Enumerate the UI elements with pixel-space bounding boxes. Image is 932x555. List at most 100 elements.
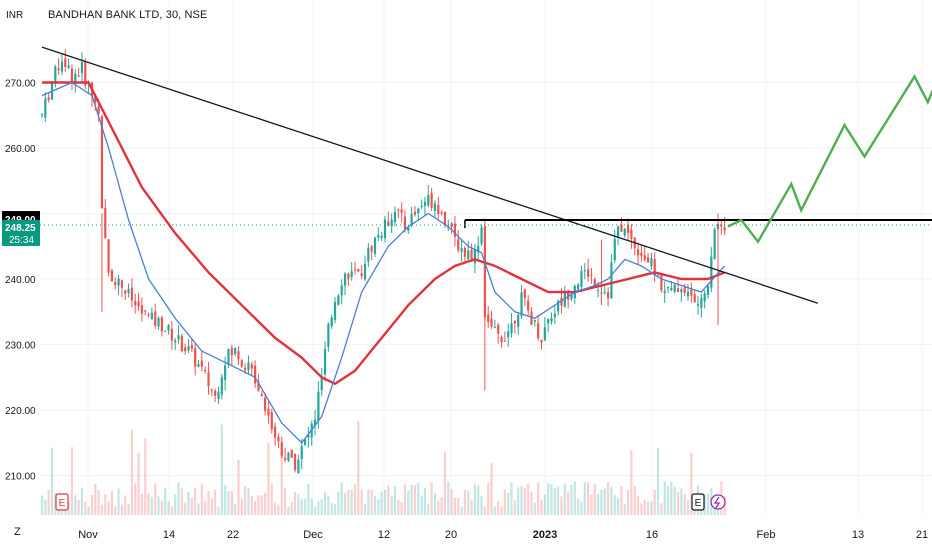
candle-body <box>257 381 260 391</box>
symbol-title[interactable]: BANDHAN BANK LTD, 30, NSE <box>48 9 208 21</box>
candle-body <box>333 302 337 320</box>
candle-body <box>616 226 620 237</box>
candle-body <box>686 291 690 297</box>
candle-body <box>646 257 650 263</box>
candle-body <box>167 325 170 331</box>
candlestick-series[interactable] <box>40 49 726 475</box>
candle-body <box>180 335 183 352</box>
candle-body <box>567 291 570 300</box>
candle-body <box>270 412 273 430</box>
timezone-button[interactable]: Z <box>14 526 21 538</box>
candle-body <box>127 288 130 294</box>
volume-bar <box>74 495 77 515</box>
candle-body <box>597 290 600 292</box>
candle-body <box>523 289 526 299</box>
candle-body <box>317 391 320 421</box>
projection-path <box>727 74 932 244</box>
candle-body <box>44 98 47 118</box>
volume-bar <box>244 485 247 515</box>
candle-body <box>700 297 703 308</box>
candle-body <box>503 340 506 342</box>
volume-bar <box>254 501 257 515</box>
volume-bar <box>490 463 493 515</box>
volume-bar <box>264 492 267 515</box>
candle-body <box>240 360 243 367</box>
volume-bar <box>650 501 653 515</box>
volume-bar <box>100 504 104 515</box>
candle-body <box>97 106 100 115</box>
volume-bar <box>666 485 670 515</box>
candle-body <box>107 239 110 273</box>
candle-body <box>397 209 400 211</box>
volume-bar <box>633 485 636 515</box>
candle-body <box>274 426 277 438</box>
volume-bar <box>200 484 203 515</box>
candle-body <box>360 273 363 277</box>
candle-body <box>693 294 696 303</box>
volume-bar <box>174 494 177 515</box>
time-axis[interactable]: Nov 14 22 Dec 12 20 2023 16 Feb 13 21 <box>78 529 928 541</box>
candle-body <box>230 347 233 356</box>
earnings-marker <box>55 493 69 511</box>
candle-body <box>420 205 423 207</box>
volume-bar <box>187 491 190 515</box>
volume-bar <box>636 495 640 515</box>
volume-bar <box>607 481 610 515</box>
volume-bar <box>224 484 227 515</box>
volume-bar <box>480 495 483 515</box>
drawing-tools[interactable] <box>40 38 932 304</box>
candle-body <box>210 389 213 391</box>
candle-body <box>77 75 80 77</box>
volume-bar <box>144 438 147 515</box>
candle-body <box>207 372 210 387</box>
candle-body <box>610 262 613 299</box>
volume-bar <box>540 499 543 515</box>
moving-averages[interactable] <box>41 81 726 444</box>
volume-bar <box>353 484 357 515</box>
candle-body <box>54 66 57 84</box>
volume-bar <box>317 501 320 515</box>
volume-bar <box>134 483 137 515</box>
volume-bar <box>383 489 387 515</box>
candle-body <box>267 408 270 416</box>
volume-bar <box>367 489 370 515</box>
volume-bar <box>250 495 253 515</box>
price-axis[interactable]: 270.00260.00240.00230.00220.00210.00249.… <box>2 79 40 483</box>
candle-body <box>164 330 167 332</box>
volume-bar <box>690 452 693 515</box>
volume-bar <box>453 497 457 515</box>
volume-bar <box>680 488 683 515</box>
candle-body <box>696 304 700 306</box>
volume-bar <box>410 484 413 515</box>
candle-body <box>347 273 350 280</box>
candle-body <box>583 270 586 272</box>
candle-body <box>350 271 353 277</box>
volume-bar <box>154 483 157 515</box>
candle-body <box>507 331 510 338</box>
candle-body <box>557 300 560 312</box>
candle-body <box>543 327 546 341</box>
volume-bar <box>180 488 183 515</box>
volume-bar <box>427 503 430 515</box>
volume-bar <box>47 489 50 515</box>
price-unit-label: INR <box>6 10 24 21</box>
candle-body <box>603 291 606 293</box>
volume-bar <box>447 481 450 515</box>
volume-bar <box>370 489 373 515</box>
candle-body <box>500 337 503 343</box>
candle-body <box>343 273 347 286</box>
candle-body <box>340 285 343 296</box>
volume-bar <box>573 481 576 515</box>
volume-bar <box>50 447 54 515</box>
candle-body <box>254 365 257 384</box>
candle-body <box>190 344 193 349</box>
candle-body <box>130 287 134 301</box>
candle-body <box>234 347 237 354</box>
candle-body <box>313 419 317 426</box>
candle-body <box>197 364 200 367</box>
candle-body <box>497 324 500 334</box>
volume-bar <box>483 506 486 515</box>
